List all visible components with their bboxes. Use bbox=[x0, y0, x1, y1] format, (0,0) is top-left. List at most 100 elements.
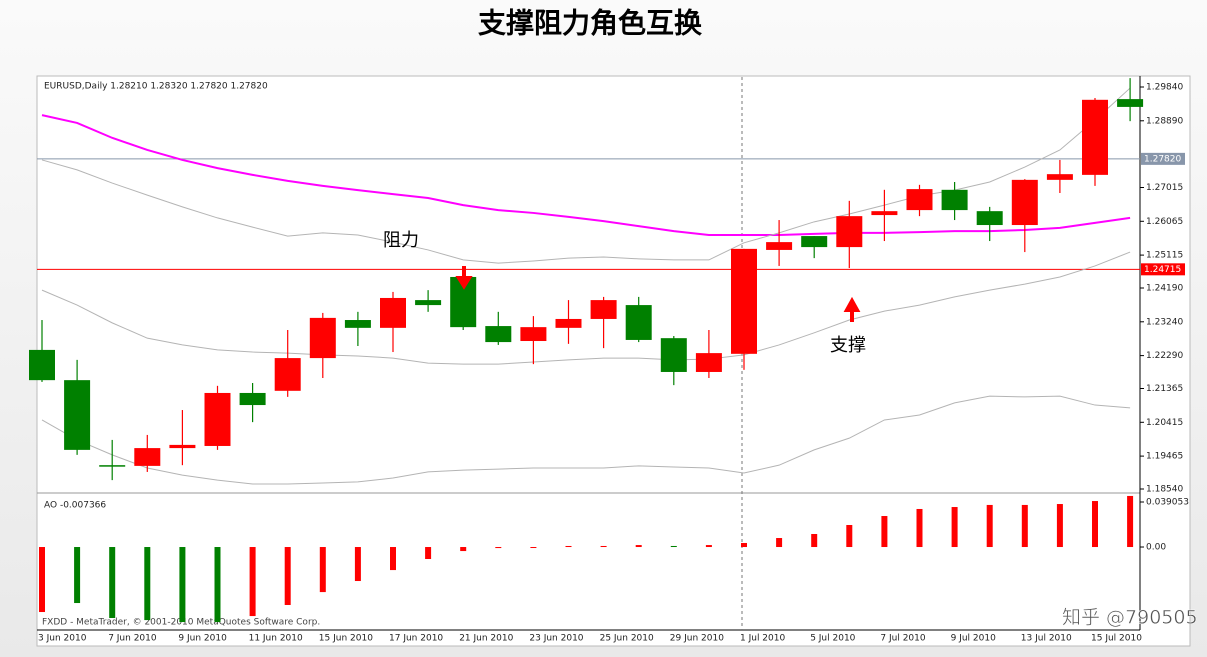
x-tick-label: 3 Jun 2010 bbox=[38, 634, 87, 644]
candle-body bbox=[239, 392, 266, 406]
candle-body bbox=[1117, 99, 1144, 107]
candle-body bbox=[520, 327, 547, 342]
ao-bar bbox=[495, 547, 502, 549]
ao-bar bbox=[109, 547, 116, 619]
candle-body bbox=[976, 211, 1003, 226]
ao-bar bbox=[460, 547, 467, 552]
ao-bar bbox=[951, 507, 958, 548]
indicator-line bbox=[41, 251, 1131, 365]
level-label: 1.27820 bbox=[1144, 154, 1181, 164]
x-tick-label: 23 Jun 2010 bbox=[529, 634, 583, 644]
candle-body bbox=[590, 300, 617, 319]
x-tick-label: 9 Jun 2010 bbox=[178, 634, 227, 644]
copyright: FXDD - MetaTrader, © 2001-2010 MetaQuote… bbox=[42, 618, 320, 628]
ao-bar bbox=[390, 547, 396, 571]
ao-bar bbox=[425, 547, 432, 560]
candle-body bbox=[309, 317, 336, 359]
ao-bar bbox=[741, 542, 747, 548]
level-label: 1.24715 bbox=[1144, 265, 1181, 275]
y-tick-label: 1.27015 bbox=[1146, 183, 1183, 193]
ao-header: AO -0.007366 bbox=[44, 501, 106, 511]
candle-body bbox=[380, 297, 406, 328]
ao-bar bbox=[214, 547, 221, 623]
x-tick-label: 11 Jun 2010 bbox=[249, 634, 303, 644]
chart-frame bbox=[36, 75, 1191, 647]
candle-body bbox=[274, 358, 301, 391]
annotation: 阻力 bbox=[383, 230, 419, 251]
x-tick-label: 9 Jul 2010 bbox=[951, 634, 996, 644]
candle-body bbox=[485, 326, 512, 343]
ao-bar bbox=[986, 504, 993, 548]
candle-body bbox=[695, 353, 722, 372]
x-tick-label: 5 Jul 2010 bbox=[810, 634, 855, 644]
candle-body bbox=[99, 465, 126, 467]
candle-body bbox=[64, 380, 91, 450]
ao-bar bbox=[811, 533, 818, 548]
y-tick-label: 1.19465 bbox=[1146, 452, 1183, 462]
candle-body bbox=[1046, 174, 1073, 180]
x-tick-label: 15 Jun 2010 bbox=[319, 634, 373, 644]
up-arrow bbox=[843, 296, 861, 322]
x-tick-label: 21 Jun 2010 bbox=[459, 634, 513, 644]
candle-body bbox=[169, 444, 196, 449]
candle-body bbox=[134, 448, 161, 466]
candle-body bbox=[415, 300, 442, 306]
plot: 1.29840 1.28890 1.27015 1.26065 1.25115 1.241… bbox=[29, 78, 1189, 644]
y-tick-label: 1.29840 bbox=[1146, 82, 1183, 92]
candle-body bbox=[344, 320, 371, 328]
candle-body bbox=[871, 211, 898, 216]
x-tick-label: 7 Jul 2010 bbox=[880, 634, 925, 644]
down-arrow bbox=[455, 266, 473, 290]
y-tick-label: 1.20415 bbox=[1146, 418, 1183, 428]
x-tick-label: 25 Jun 2010 bbox=[600, 634, 654, 644]
ao-bar bbox=[565, 545, 572, 548]
x-tick-label: 15 Jul 2010 bbox=[1091, 634, 1142, 644]
candle-body bbox=[731, 248, 757, 354]
indicator-line bbox=[41, 114, 1131, 236]
level-label-bg bbox=[1141, 152, 1185, 165]
y-tick-label: 0.039053 bbox=[1146, 498, 1189, 508]
y-tick-label: 1.18540 bbox=[1146, 485, 1183, 495]
ao-bar bbox=[74, 547, 81, 604]
candle-body bbox=[836, 216, 863, 248]
ao-bar bbox=[776, 538, 783, 548]
candle-body bbox=[906, 189, 933, 211]
y-tick-label: 1.26065 bbox=[1146, 217, 1183, 227]
ao-bar bbox=[530, 547, 537, 549]
candle-body bbox=[1011, 179, 1038, 226]
y-tick-label: 1.28890 bbox=[1146, 116, 1183, 126]
ao-bar bbox=[319, 547, 326, 593]
x-tick-label: 29 Jun 2010 bbox=[670, 634, 724, 644]
candle-body bbox=[625, 305, 652, 340]
ao-bar bbox=[705, 545, 712, 548]
candle-body bbox=[29, 349, 55, 381]
ao-bar bbox=[635, 545, 642, 548]
ao-bar bbox=[846, 525, 853, 548]
watermark: 知乎 @790505 bbox=[1062, 607, 1198, 629]
candle-body bbox=[204, 392, 231, 446]
ao-bar bbox=[916, 508, 923, 548]
x-tick-label: 1 Jul 2010 bbox=[740, 634, 785, 644]
ao-bar bbox=[1056, 504, 1063, 548]
candle-body bbox=[766, 242, 793, 250]
ao-bar bbox=[670, 545, 677, 548]
page-title: 支撑阻力角色互换 bbox=[478, 7, 703, 40]
y-tick-label: 1.21365 bbox=[1146, 384, 1183, 394]
candle-body bbox=[1082, 99, 1108, 175]
x-tick-label: 7 Jun 2010 bbox=[108, 634, 157, 644]
candle-body bbox=[801, 236, 828, 248]
candle-body bbox=[555, 318, 582, 328]
symbol-header: EURUSD,Daily 1.28210 1.28320 1.27820 1.2… bbox=[44, 82, 268, 92]
ao-bar bbox=[39, 547, 45, 613]
ao-bar bbox=[600, 545, 607, 548]
candle-body bbox=[660, 338, 687, 372]
ao-bar bbox=[284, 547, 291, 605]
y-tick-label: 1.22290 bbox=[1146, 351, 1183, 361]
level-label-bg bbox=[1141, 263, 1185, 276]
ao-bar bbox=[354, 547, 361, 582]
annotation: 支撑 bbox=[830, 335, 866, 356]
ao-bar bbox=[144, 547, 151, 621]
ao-bar bbox=[1021, 504, 1028, 548]
